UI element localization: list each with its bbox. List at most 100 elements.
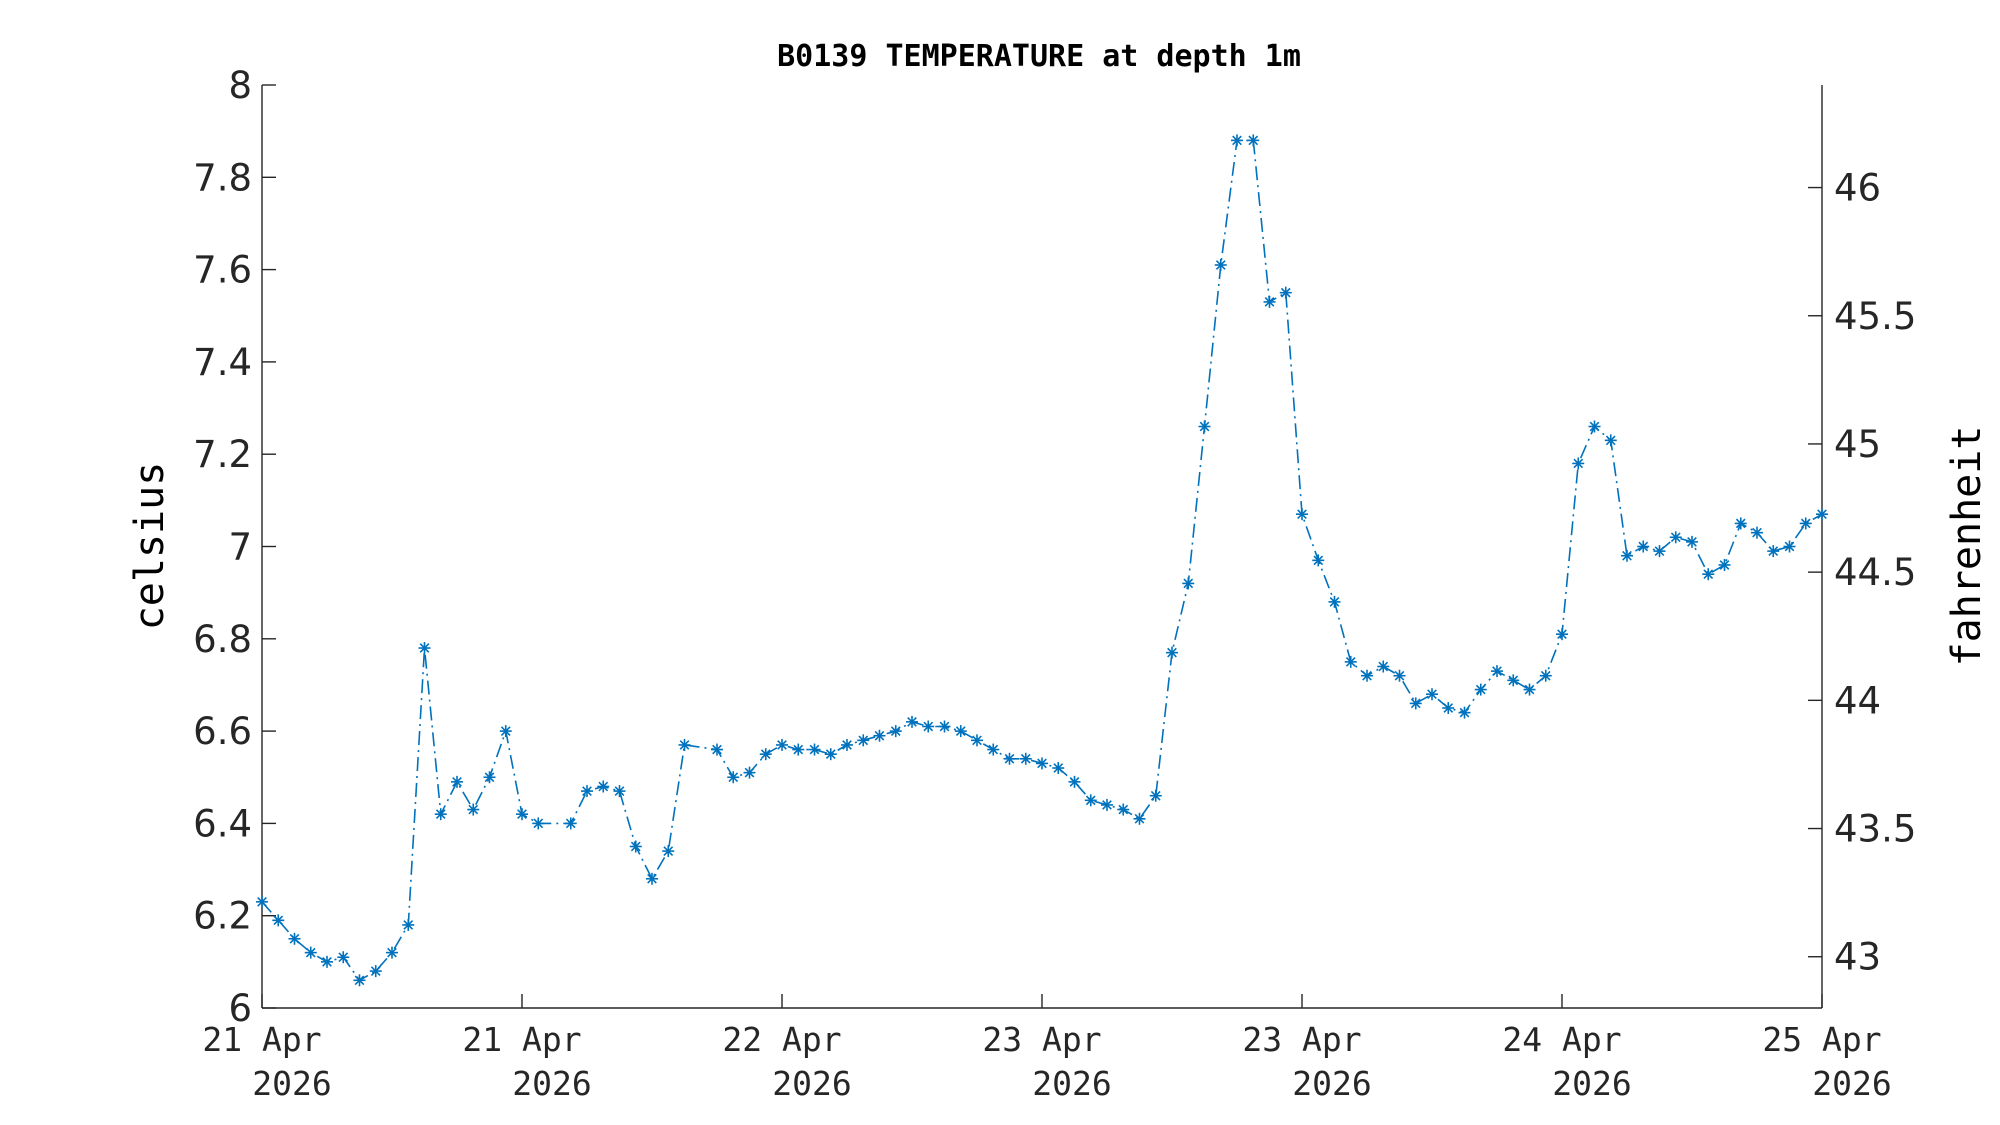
data-point [1133,812,1146,825]
data-point [1507,674,1520,687]
data-point [1263,295,1276,308]
data-point [1653,545,1666,558]
y-tick-label: 7.6 [193,249,252,292]
data-point [776,738,788,751]
data-point [1149,789,1162,802]
data-point [353,974,366,987]
data-point [1556,628,1568,641]
y-tick-label: 6.6 [193,710,252,753]
y-tick-label: 6.8 [193,618,252,661]
data-point [1084,794,1097,807]
data-point [1344,655,1357,668]
data-point [1734,517,1747,530]
data-point [1003,752,1016,765]
x-tick-label-date: 23 Apr [982,1020,1101,1059]
y2-axis-label: fahrenheit [1944,426,1990,667]
x-tick-label-year: 2026 [1812,1064,1891,1103]
data-point [1442,702,1455,715]
data-point [516,808,528,821]
y2-tick-label: 46 [1834,167,1881,210]
right-y-axis-ticks: 43 43.5 44 44.5 45 45.5 46 [1808,167,1916,979]
data-point [1426,688,1438,701]
y-tick-label: 7 [228,526,252,569]
data-point [1198,420,1211,433]
data-point [1539,669,1552,682]
data-point [386,946,398,959]
data-point [857,734,870,747]
data-point [727,771,740,784]
y2-tick-label: 44.5 [1834,551,1916,594]
x-tick-label-date: 21 Apr [202,1020,321,1059]
y2-tick-label: 45 [1834,423,1881,466]
data-point [1068,775,1081,788]
x-tick-label-date: 24 Apr [1502,1020,1621,1059]
data-point [743,766,756,779]
x-tick-label-year: 2026 [1552,1064,1631,1103]
y2-tick-label: 45.5 [1834,295,1916,338]
data-point [1214,258,1227,271]
data-point [971,734,983,747]
data-point [1523,683,1536,696]
data-point [1799,517,1812,530]
data-point [467,803,480,816]
data-point [1377,660,1390,673]
data-point [1052,762,1065,775]
data-point [256,895,268,908]
data-point [1816,508,1828,521]
plot-axes [261,85,1823,1009]
data-point [532,817,545,830]
data-point [1312,554,1325,567]
y-tick-label: 6.2 [193,895,252,938]
data-point [1783,540,1796,553]
data-point [1458,706,1471,719]
x-axis-ticks: 21 Apr 2026 21 Apr 2026 22 Apr 2026 23 Apr 2026… [202,994,1892,1103]
data-point [1296,508,1308,521]
x-tick-label-date: 21 Apr [462,1020,581,1059]
data-point [1686,535,1698,548]
data-point [1247,134,1260,147]
data-point [1019,752,1032,765]
data-point [1474,683,1487,696]
left-y-axis-ticks: 6 6.2 6.4 6.6 6.8 7 7.2 7.4 7.6 7.8 8 [193,64,276,1030]
data-point [483,771,496,784]
data-point [922,720,935,733]
data-point [288,932,301,945]
data-point [272,914,285,927]
x-tick-label-date: 23 Apr [1242,1020,1361,1059]
data-point [808,743,821,756]
data-point [337,951,350,964]
data-point [1101,798,1113,811]
data-point [1231,134,1243,147]
data-point [1328,595,1341,608]
data-point [824,748,837,761]
data-point [711,743,723,756]
data-point [613,785,626,798]
data-point [1572,457,1585,470]
data-point [369,965,382,978]
y2-tick-label: 43 [1834,936,1881,979]
data-point [581,785,593,798]
x-tick-label-year: 2026 [252,1064,331,1103]
data-point [451,775,463,788]
data-point [938,720,951,733]
data-point [1718,558,1731,571]
x-tick-label-year: 2026 [772,1064,851,1103]
data-point [629,840,642,853]
data-point [1491,665,1503,678]
chart-title: B0139 TEMPERATURE at depth 1m [777,39,1301,74]
data-point [1409,697,1422,710]
data-point [1279,286,1292,299]
x-tick-label-date: 22 Apr [722,1020,841,1059]
data-point [1604,434,1617,447]
data-point [954,725,967,738]
data-point [1621,549,1633,562]
data-point [662,845,675,858]
data-point [1588,420,1601,433]
data-point [418,642,431,655]
data-point [646,872,658,885]
temperature-series [256,134,1828,987]
y-tick-label: 7.8 [193,156,252,199]
y-tick-label: 6.4 [193,802,252,845]
y-tick-label: 7.4 [193,341,252,384]
